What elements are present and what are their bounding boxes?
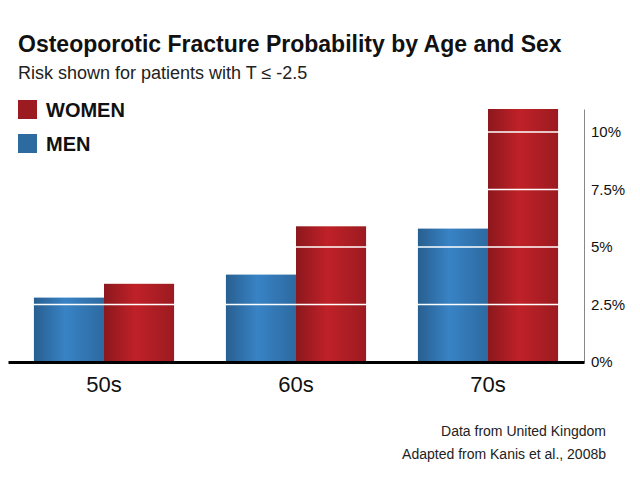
legend: WOMEN MEN (18, 99, 125, 155)
y-tick-label: 0% (591, 353, 613, 370)
y-tick: 2.5% (591, 296, 625, 313)
y-tick-label: 2.5% (591, 296, 625, 313)
x-axis-line (9, 361, 585, 364)
bar-series (34, 229, 488, 362)
x-tick: 60s (278, 372, 313, 397)
y-tick-label: 7.5% (591, 181, 625, 198)
x-tick-label: 50s (86, 372, 121, 397)
legend-label: WOMEN (46, 99, 125, 121)
y-tick: 7.5% (591, 181, 625, 198)
x-tick: 50s (86, 372, 121, 397)
legend-swatch (18, 100, 37, 119)
legend-swatch (18, 134, 37, 153)
y-axis: 0% 2.5% 5% 7.5% 10% (585, 110, 626, 371)
bar-series (104, 109, 558, 362)
y-tick-label: 10% (591, 123, 621, 140)
bar (418, 229, 488, 362)
grid-line (8, 246, 584, 248)
bar (34, 298, 104, 362)
chart: 0% 2.5% 5% 7.5% 10% 50s 60s 70s Osteoporotic Fra… (0, 0, 640, 484)
bar (488, 109, 558, 362)
y-axis-line (584, 110, 585, 363)
legend-label: MEN (46, 133, 90, 155)
grid-line (8, 131, 584, 133)
grid-line (8, 189, 584, 191)
x-tick-label: 70s (470, 372, 505, 397)
x-tick: 70s (470, 372, 505, 397)
x-axis: 50s 60s 70s (9, 363, 585, 397)
grid (8, 132, 584, 362)
y-tick: 10% (591, 123, 621, 140)
plot-area (8, 109, 584, 362)
grid-line (8, 304, 584, 306)
y-tick-label: 5% (591, 238, 613, 255)
title: Osteoporotic Fracture Probability by Age… (18, 31, 562, 57)
subtitle: Risk shown for patients with T ≤ -2.5 (18, 63, 307, 83)
y-tick: 0% (591, 353, 613, 370)
bar (104, 284, 174, 362)
x-tick-label: 60s (278, 372, 313, 397)
y-tick: 5% (591, 238, 613, 255)
annotation: Data from United Kingdom (441, 423, 606, 439)
bar (226, 275, 296, 362)
annotation: Adapted from Kanis et al., 2008b (402, 446, 606, 462)
grid-line (8, 361, 584, 362)
